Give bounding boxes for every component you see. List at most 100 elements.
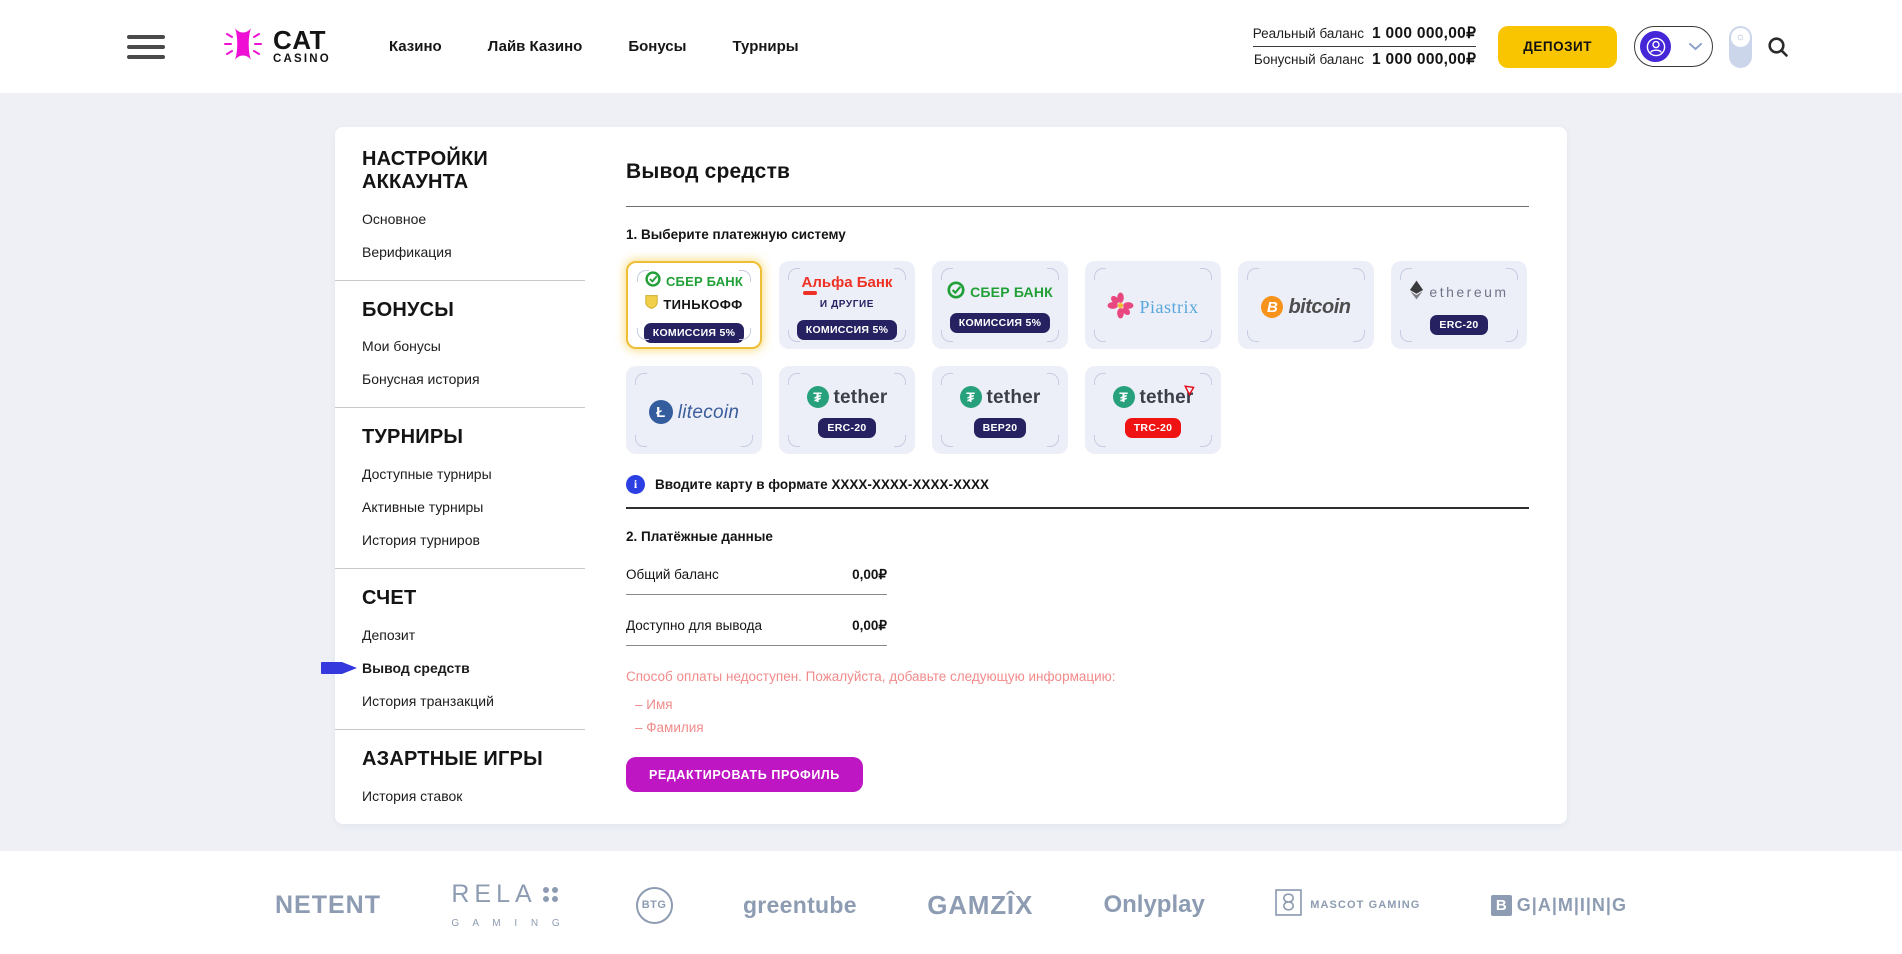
payment-data-block: Общий баланс 0,00₽ Доступно для вывода 0… [626, 553, 887, 646]
missing-field-first-name: Имя [626, 697, 1529, 712]
brand-subtitle: CASINO [273, 53, 331, 66]
section-title: СЧЕТ [362, 587, 417, 610]
bonus-balance-value: 1 000 000,00₽ [1372, 51, 1477, 68]
providers-footer: NETENT RELA G A M I N G BTG greentube GA… [0, 850, 1902, 954]
sidebar-item-transaction-history[interactable]: История транзакций [362, 692, 494, 709]
divider [626, 206, 1529, 207]
payment-method-sberbank[interactable]: СБЕР БАНК КОМИССИЯ 5% [932, 261, 1068, 349]
sidebar-item-bonus-history[interactable]: Бонусная история [362, 371, 480, 388]
ethereum-icon [1409, 279, 1424, 305]
account-sidebar: НАСТРОЙКИ АККАУНТА Основное Верификация … [321, 127, 585, 824]
tether-icon: ₮ [959, 386, 982, 408]
payment-method-tether-trc20[interactable]: ₮ tether TRC-20 [1085, 366, 1221, 454]
bitcoin-icon: B [1261, 296, 1284, 318]
sidebar-section-bonuses: БОНУСЫ Мои бонусы Бонусная история [335, 281, 585, 409]
litecoin-icon: Ł [648, 400, 673, 424]
provider-logo-bgaming: B G|A|M|I|N|G [1490, 894, 1627, 916]
brand-logo[interactable]: CAT CASINO [221, 24, 331, 69]
sidebar-section-tournaments: ТУРНИРЫ Доступные турниры Активные турни… [335, 408, 585, 570]
brand-name: CAT [273, 25, 327, 56]
payment-method-ethereum[interactable]: ethereum ERC-20 [1391, 261, 1527, 349]
hamburger-menu-icon[interactable] [127, 34, 165, 59]
section-title: БОНУСЫ [362, 298, 455, 321]
info-icon: i [626, 475, 645, 494]
deposit-button[interactable]: ДЕПОЗИТ [1498, 25, 1617, 68]
network-badge: BEP20 [973, 418, 1027, 438]
step2-label: 2. Платёжные данные [626, 529, 773, 544]
edit-profile-button[interactable]: РЕДАКТИРОВАТЬ ПРОФИЛЬ [626, 757, 863, 792]
payment-methods-grid: СБЕР БАНК ТИНЬКОФФ КОМИССИЯ 5% Альфа Бан… [626, 261, 1529, 454]
tether-icon: ₮ [806, 386, 829, 408]
nav-tournaments[interactable]: Турниры [732, 38, 799, 55]
sidebar-item-withdrawal[interactable]: Вывод средств [321, 660, 567, 676]
nav-live-casino[interactable]: Лайв Казино [487, 38, 583, 55]
total-balance-row: Общий баланс 0,00₽ [626, 553, 887, 595]
sidebar-item-deposit[interactable]: Депозит [362, 626, 416, 643]
page-title: Вывод средств [626, 160, 791, 183]
top-bar: CAT CASINO Казино Лайв Казино Бонусы Тур… [0, 0, 1902, 93]
provider-logo-btg: BTG [635, 886, 673, 924]
withdrawal-content: Вывод средств 1. Выберите платежную сист… [585, 127, 1567, 824]
real-balance-label: Реальный баланс [1252, 26, 1364, 41]
piastrix-flower-icon [1107, 292, 1134, 323]
mascot-monogram-icon [1275, 889, 1302, 921]
network-badge: ERC-20 [1430, 315, 1488, 335]
theme-toggle[interactable]: ☼ [1729, 25, 1752, 68]
payment-method-alfabank[interactable]: Альфа Банк И ДРУГИЕ КОМИССИЯ 5% [779, 261, 915, 349]
bonus-balance-label: Бонусный баланс [1253, 52, 1364, 67]
provider-logo-netent: NETENT [275, 890, 381, 919]
main-nav: Казино Лайв Казино Бонусы Турниры [389, 38, 799, 55]
nav-bonuses[interactable]: Бонусы [628, 38, 687, 55]
sidebar-item-my-bonuses[interactable]: Мои бонусы [362, 338, 441, 355]
sidebar-item-main[interactable]: Основное [362, 210, 427, 227]
sidebar-item-tournament-history[interactable]: История турниров [362, 532, 480, 549]
chevron-down-icon [1689, 38, 1702, 56]
sberbank-icon [947, 281, 965, 303]
search-icon[interactable] [1766, 35, 1790, 59]
provider-logo-onlyplay: Onlyplay [1103, 891, 1205, 919]
sidebar-section-account: СЧЕТ Депозит Вывод средств История транз… [321, 569, 585, 730]
sidebar-item-available-tournaments[interactable]: Доступные турниры [362, 466, 492, 483]
alfabank-underline [802, 291, 817, 295]
provider-logo-greentube: greentube [742, 891, 857, 918]
profile-menu[interactable] [1634, 26, 1713, 67]
nav-casino[interactable]: Казино [388, 38, 442, 55]
payment-unavailable-warning: Способ оплаты недоступен. Пожалуйста, до… [626, 669, 1116, 684]
commission-badge: КОМИССИЯ 5% [949, 313, 1051, 333]
section-title: НАСТРОЙКИ АККАУНТА [362, 148, 488, 193]
payment-method-litecoin[interactable]: Ł litecoin [626, 366, 762, 454]
sidebar-section-gambling: АЗАРТНЫЕ ИГРЫ История ставок [335, 730, 585, 824]
provider-logo-gamzix: GAMZÎX [927, 889, 1034, 920]
missing-field-last-name: Фамилия [626, 720, 1529, 735]
section-title: ТУРНИРЫ [362, 426, 464, 449]
relax-dots-icon [542, 886, 558, 902]
active-item-arrow-icon [321, 661, 357, 674]
real-balance-value: 1 000 000,00₽ [1372, 25, 1477, 42]
commission-badge: КОМИССИЯ 5% [796, 319, 898, 340]
provider-logo-relax-gaming: RELA G A M I N G [451, 879, 566, 929]
account-panel: НАСТРОЙКИ АККАУНТА Основное Верификация … [321, 127, 1567, 824]
sidebar-item-bet-history[interactable]: История ставок [362, 787, 463, 804]
payment-method-tether-erc20[interactable]: ₮ tether ERC-20 [779, 366, 915, 454]
card-format-hint: i Вводите карту в формате XXXX-XXXX-XXXX… [626, 475, 1529, 494]
sidebar-item-active-tournaments[interactable]: Активные турниры [362, 499, 484, 516]
sun-icon: ☼ [1731, 27, 1750, 47]
avatar [1640, 31, 1671, 62]
tinkoff-icon [645, 295, 659, 313]
available-balance-row: Доступно для вывода 0,00₽ [626, 604, 887, 646]
cat-logo-icon [221, 24, 265, 69]
payment-method-tether-bep20[interactable]: ₮ tether BEP20 [932, 366, 1068, 454]
tether-icon: ₮ [1112, 386, 1135, 408]
payment-method-bitcoin[interactable]: B bitcoin [1238, 261, 1374, 349]
sidebar-section-account-settings: НАСТРОЙКИ АККАУНТА Основное Верификация [335, 130, 585, 281]
sberbank-icon [645, 271, 661, 291]
payment-method-piastrix[interactable]: Piastrix [1085, 261, 1221, 349]
network-badge: ERC-20 [818, 418, 876, 438]
sidebar-item-verification[interactable]: Верификация [362, 243, 452, 260]
alfabank-logo: Альфа Банк [801, 273, 893, 291]
section-title: АЗАРТНЫЕ ИГРЫ [362, 747, 543, 770]
balance-block: Реальный баланс 1 000 000,00₽ Бонусный б… [1252, 21, 1477, 72]
payment-method-sber-tinkoff[interactable]: СБЕР БАНК ТИНЬКОФФ КОМИССИЯ 5% [626, 261, 762, 349]
provider-logo-mascot-gaming: MASCOT GAMING [1275, 889, 1420, 921]
tron-icon [1183, 383, 1195, 401]
